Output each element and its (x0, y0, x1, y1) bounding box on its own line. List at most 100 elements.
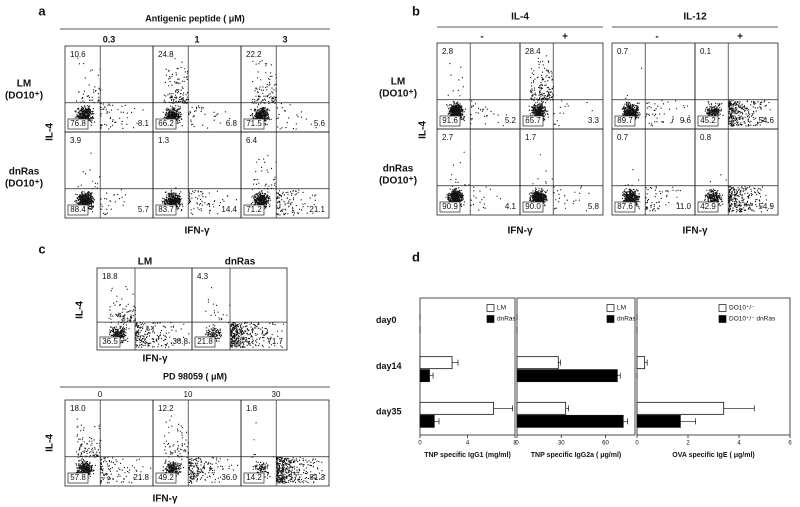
quadrant-value: 14.4 (221, 205, 237, 214)
condition-label: - (655, 32, 658, 43)
quadrant-value: 1.3 (158, 136, 170, 145)
quadrant-value: 90.0 (525, 202, 541, 211)
value-box (439, 115, 461, 127)
quadrant-value: 54.9 (758, 202, 774, 211)
bar (419, 356, 453, 370)
axis-label: IL-4 (75, 301, 86, 319)
category-label: day35 (376, 407, 402, 417)
quadrant-value: 87.6 (617, 202, 633, 211)
plot-frame (240, 399, 330, 487)
event-dots (74, 152, 126, 216)
value-box (99, 336, 121, 348)
quadrant-value: 11.0 (676, 202, 692, 211)
condition-label: + (737, 32, 743, 43)
quadrant-value: 0.8 (700, 133, 712, 142)
event-dots (445, 151, 501, 211)
value-box (67, 204, 89, 216)
legend-label: dnRas (497, 316, 517, 323)
event-dots (528, 154, 590, 212)
quadrant-value: 2.7 (442, 133, 454, 142)
event-dots (704, 174, 772, 213)
quadrant-value: 0.7 (617, 47, 629, 56)
quadrant-value: 89.7 (617, 116, 633, 125)
bar (516, 356, 559, 370)
row-label: (DO10⁺) (379, 89, 417, 100)
column-label: LM (138, 257, 152, 268)
quadrant-value: 83.7 (158, 205, 174, 214)
x-tick-label: 30 (558, 441, 565, 447)
x-tick-label: 6 (788, 441, 792, 447)
value-box (155, 472, 177, 484)
row-label: (DO10⁺) (5, 91, 43, 102)
quadrant-value: 9.6 (680, 116, 692, 125)
error-bar (452, 359, 459, 366)
quadrant-value: 0.1 (700, 47, 712, 56)
row-label: dnRas (383, 164, 414, 175)
quadrant-value: 5.2 (505, 116, 517, 125)
panel-letter: c (38, 241, 45, 256)
axis-label: TNP specific IgG2a ( μg/ml) (531, 452, 622, 459)
value-box (522, 115, 544, 127)
quadrant-value: 45.2 (700, 116, 716, 125)
legend-label: LM (497, 305, 506, 312)
panel-letter: d (412, 249, 420, 264)
legend-swatch (606, 304, 615, 312)
quadrant-value: 18.8 (102, 272, 118, 281)
event-dots (621, 67, 690, 127)
event-dots (74, 57, 144, 130)
row-label: (DO10⁺) (5, 179, 43, 190)
x-tick-label: 0 (418, 441, 422, 447)
value-box (614, 115, 636, 127)
quadrant-value: 36.5 (102, 337, 118, 346)
error-bar (429, 372, 434, 379)
x-tick-label: 8 (513, 441, 517, 447)
bar (419, 401, 495, 415)
value-box (67, 118, 89, 130)
value-box (697, 115, 719, 127)
column-label: 0 (98, 390, 103, 399)
quadrant-value: 91.6 (442, 116, 458, 125)
event-dots (251, 422, 326, 484)
quadrant-value: 24.8 (158, 50, 174, 59)
bar (636, 414, 681, 428)
quadrant-value: 66.2 (158, 119, 174, 128)
quadrant-value: 4.3 (197, 272, 209, 281)
quadrant-value: 65.7 (525, 116, 541, 125)
x-tick-label: 0 (635, 441, 639, 447)
condition-label: + (562, 32, 568, 43)
error-bar (623, 418, 628, 425)
error-bar (680, 418, 696, 425)
error-bar (617, 372, 621, 379)
axis-label: IFN-γ (683, 226, 708, 237)
quadrant-value: 8.1 (138, 119, 150, 128)
quadrant-value: 71.2 (246, 205, 262, 214)
group-label: IL-4 (511, 12, 529, 23)
panel-title: PD 98059 ( μM) (163, 371, 227, 381)
panel-letter: b (412, 3, 420, 18)
quadrant-value: 90.9 (442, 202, 458, 211)
value-box (67, 472, 89, 484)
panel-title: Antigenic peptide ( μM) (145, 13, 245, 23)
axis-label: IFN-γ (508, 226, 533, 237)
quadrant-value: 28.4 (525, 47, 541, 56)
bar (636, 356, 646, 370)
quadrant-value: 10.6 (70, 50, 86, 59)
quadrant-value: 6.4 (246, 136, 258, 145)
axis-label: IL-4 (45, 123, 56, 141)
bar (516, 369, 618, 383)
quadrant-value: 42.9 (700, 202, 716, 211)
axis-label: IFN-γ (153, 494, 178, 505)
plot-frame (519, 128, 604, 216)
legend-swatch (606, 315, 615, 323)
bar (516, 414, 624, 428)
quadrant-value: 54.6 (758, 116, 774, 125)
quadrant-value: 1.7 (525, 133, 537, 142)
quadrant-value: 71.7 (267, 337, 283, 346)
axis-label: IFN-γ (143, 354, 168, 365)
event-dots (108, 286, 190, 348)
axis-label: IL-4 (418, 121, 429, 139)
row-label: (DO10⁺) (379, 176, 417, 187)
category-label: day14 (376, 361, 402, 371)
row-label: dnRas (9, 167, 40, 178)
